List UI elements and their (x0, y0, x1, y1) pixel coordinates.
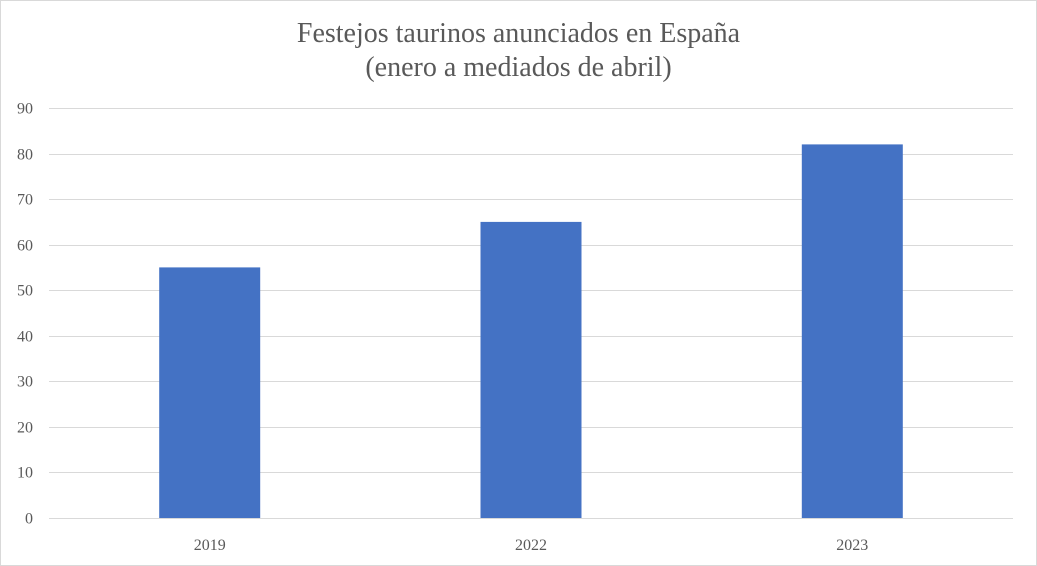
bar-2019 (159, 267, 261, 518)
y-tick-label: 20 (17, 420, 33, 437)
y-tick-label: 50 (17, 283, 33, 300)
y-tick-label: 10 (17, 465, 33, 482)
y-tick-label: 30 (17, 374, 33, 391)
y-tick-label: 40 (17, 329, 33, 346)
chart-title-block: Festejos taurinos anunciados en España (… (1, 17, 1036, 85)
bars (159, 144, 903, 518)
x-tick-label: 2019 (194, 537, 226, 554)
bar-2023 (801, 144, 903, 518)
y-tick-label: 80 (17, 147, 33, 164)
y-axis-tick-labels: 0 10 20 30 40 50 60 70 80 90 (17, 101, 33, 528)
x-tick-label: 2022 (515, 537, 547, 554)
chart-title: Festejos taurinos anunciados en España (296, 18, 741, 49)
y-tick-label: 90 (17, 101, 33, 118)
bar-2022 (480, 221, 582, 518)
y-tick-label: 60 (17, 238, 33, 255)
y-tick-label: 70 (17, 192, 33, 209)
y-tick-label: 0 (25, 511, 33, 528)
x-tick-label: 2023 (836, 537, 868, 554)
chart-subtitle: (enero a mediados de abril) (365, 52, 672, 83)
x-axis-tick-labels: 2019 2022 2023 (194, 537, 869, 554)
